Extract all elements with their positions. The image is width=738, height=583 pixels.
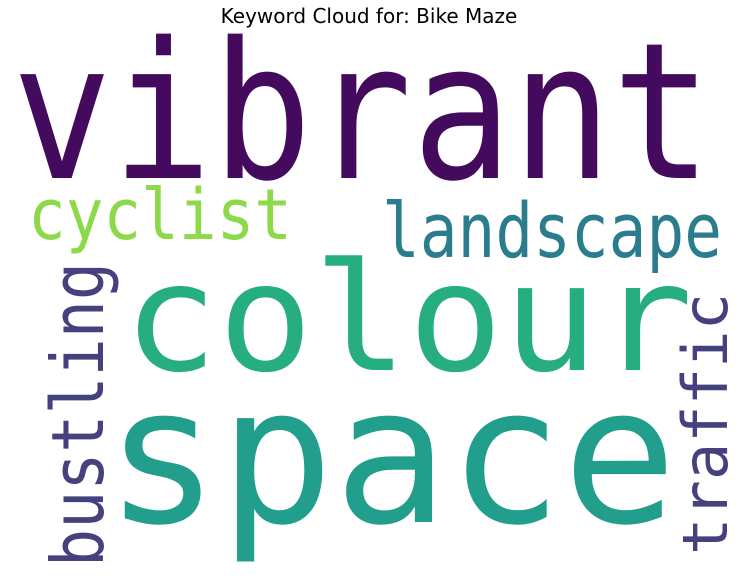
word-traffic: traffic (669, 293, 738, 555)
word-bustling: bustling (36, 262, 120, 567)
word-cyclist: cyclist (28, 174, 292, 256)
word-space: space (105, 346, 677, 567)
chart-title: Keyword Cloud for: Bike Maze (220, 4, 518, 28)
word-vibrant: vibrant (12, 2, 712, 223)
word-colour: colour (123, 232, 693, 406)
word-landscape: landscape (382, 186, 722, 275)
